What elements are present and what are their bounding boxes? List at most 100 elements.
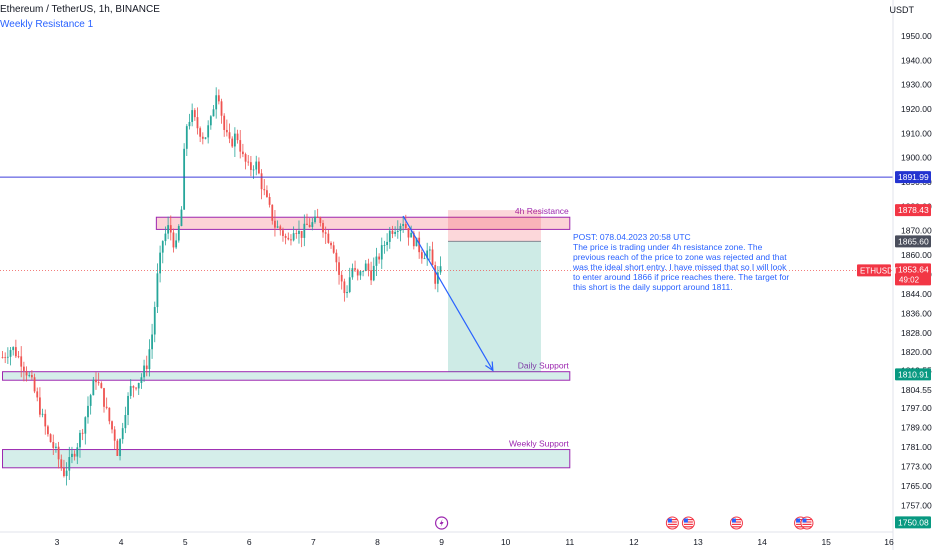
target-arrow[interactable] — [402, 215, 494, 371]
us-flag-icon[interactable] — [681, 516, 695, 530]
us-flag-icon[interactable] — [800, 516, 814, 530]
short-position-stop-area[interactable] — [448, 210, 541, 242]
candle-body — [295, 233, 298, 235]
candle-body — [364, 263, 367, 271]
us-flag-canton — [731, 518, 736, 523]
candle-body — [250, 162, 252, 170]
candle-body — [204, 137, 207, 139]
time-tick-label: 12 — [629, 537, 639, 547]
time-tick-label: 4 — [119, 537, 124, 547]
candle-body — [375, 256, 378, 266]
candle-body — [258, 161, 260, 174]
candle-body — [244, 154, 247, 162]
candle-body — [22, 366, 25, 371]
last-price-countdown: 49:02 — [899, 275, 920, 284]
us-flag-stripe — [667, 523, 677, 525]
price-tick-label: 1773.00 — [901, 462, 932, 472]
price-tick-label: 1870.00 — [901, 226, 932, 236]
candle-body — [388, 230, 391, 242]
us-flag-stripe — [683, 519, 693, 521]
short-position-target-area[interactable] — [448, 241, 541, 372]
candle-body — [193, 110, 196, 118]
annotation-text-line: The price is trading under 4h resistance… — [573, 242, 763, 252]
candle-body — [169, 225, 172, 233]
us-flag-stripe — [667, 526, 677, 528]
candle-body — [137, 383, 140, 389]
candle-body — [404, 224, 407, 229]
candle-body — [220, 101, 223, 116]
candle-body — [100, 383, 103, 389]
candle-body — [81, 432, 84, 434]
target-arrow-head — [485, 361, 494, 372]
candle-body — [143, 365, 145, 378]
candle-body — [340, 274, 343, 282]
candle-body — [180, 209, 183, 227]
us-flag-icon[interactable] — [665, 516, 679, 530]
candle-body — [290, 239, 292, 241]
candle-body — [266, 190, 268, 197]
price-tick-label: 1844.00 — [901, 289, 932, 299]
candle-body — [391, 230, 394, 234]
candle-body — [33, 377, 36, 392]
candle-body — [351, 268, 354, 278]
candle-body — [84, 417, 87, 434]
price-label: 1750.08 — [898, 517, 929, 527]
candle-body — [108, 407, 111, 422]
candle-body — [338, 262, 340, 275]
symbol-title[interactable]: Ethereum / TetherUS, 1h, BINANCE — [0, 4, 160, 15]
price-tick-label: 1900.00 — [901, 153, 932, 163]
candle-body — [372, 265, 375, 281]
annotation-text-line: to enter around 1866 if price reaches th… — [573, 272, 789, 282]
candle-body — [129, 386, 132, 396]
candle-body — [199, 128, 202, 137]
candle-body — [335, 252, 338, 263]
candle-body — [145, 365, 148, 370]
candle-body — [378, 256, 381, 260]
candle-body — [332, 245, 335, 253]
candle-body — [247, 161, 250, 163]
us-flag-stripe — [731, 519, 741, 521]
price-tick-label: 1757.00 — [901, 501, 932, 511]
candle-body — [140, 377, 143, 384]
time-tick-label: 3 — [55, 537, 60, 547]
time-tick-label: 11 — [565, 537, 574, 547]
candle-body — [418, 237, 421, 253]
candle-body — [263, 189, 266, 191]
candle-body — [239, 140, 242, 152]
candle-body — [255, 161, 258, 170]
candle-body — [87, 405, 89, 418]
candle-body — [292, 233, 295, 241]
candle-body — [314, 216, 316, 223]
us-flag-canton — [802, 518, 807, 523]
us-flag-stripe — [731, 521, 741, 523]
candle-body — [225, 129, 228, 133]
price-tick-label: 1828.00 — [901, 328, 932, 338]
us-flag-icon[interactable] — [729, 516, 743, 530]
candle-body — [57, 446, 60, 460]
candle-body — [354, 268, 356, 270]
candle-body — [402, 224, 405, 226]
annotation-text-line: this short is the daily support around 1… — [573, 282, 733, 292]
zone-4h-resistance[interactable] — [155, 216, 571, 230]
indicator-label[interactable]: Weekly Resistance 1 — [0, 19, 94, 30]
candle-body — [212, 109, 215, 117]
candle-body — [298, 230, 300, 234]
candle-body — [241, 151, 244, 155]
time-tick-label: 6 — [247, 537, 252, 547]
us-flag-stripe — [683, 526, 693, 528]
candle-body — [121, 428, 124, 440]
candle-body — [177, 226, 180, 241]
zone-daily-support[interactable] — [2, 371, 571, 381]
us-flag-stripe — [796, 519, 806, 521]
candle-body — [399, 225, 402, 231]
candle-body — [434, 265, 437, 284]
candle-body — [306, 223, 308, 225]
candle-body — [276, 226, 279, 228]
zone-weekly-support[interactable] — [2, 449, 571, 469]
price-label-bg — [895, 235, 931, 248]
candle-body — [260, 173, 263, 190]
time-tick-label: 5 — [183, 537, 188, 547]
us-flag-stripe — [667, 521, 677, 523]
